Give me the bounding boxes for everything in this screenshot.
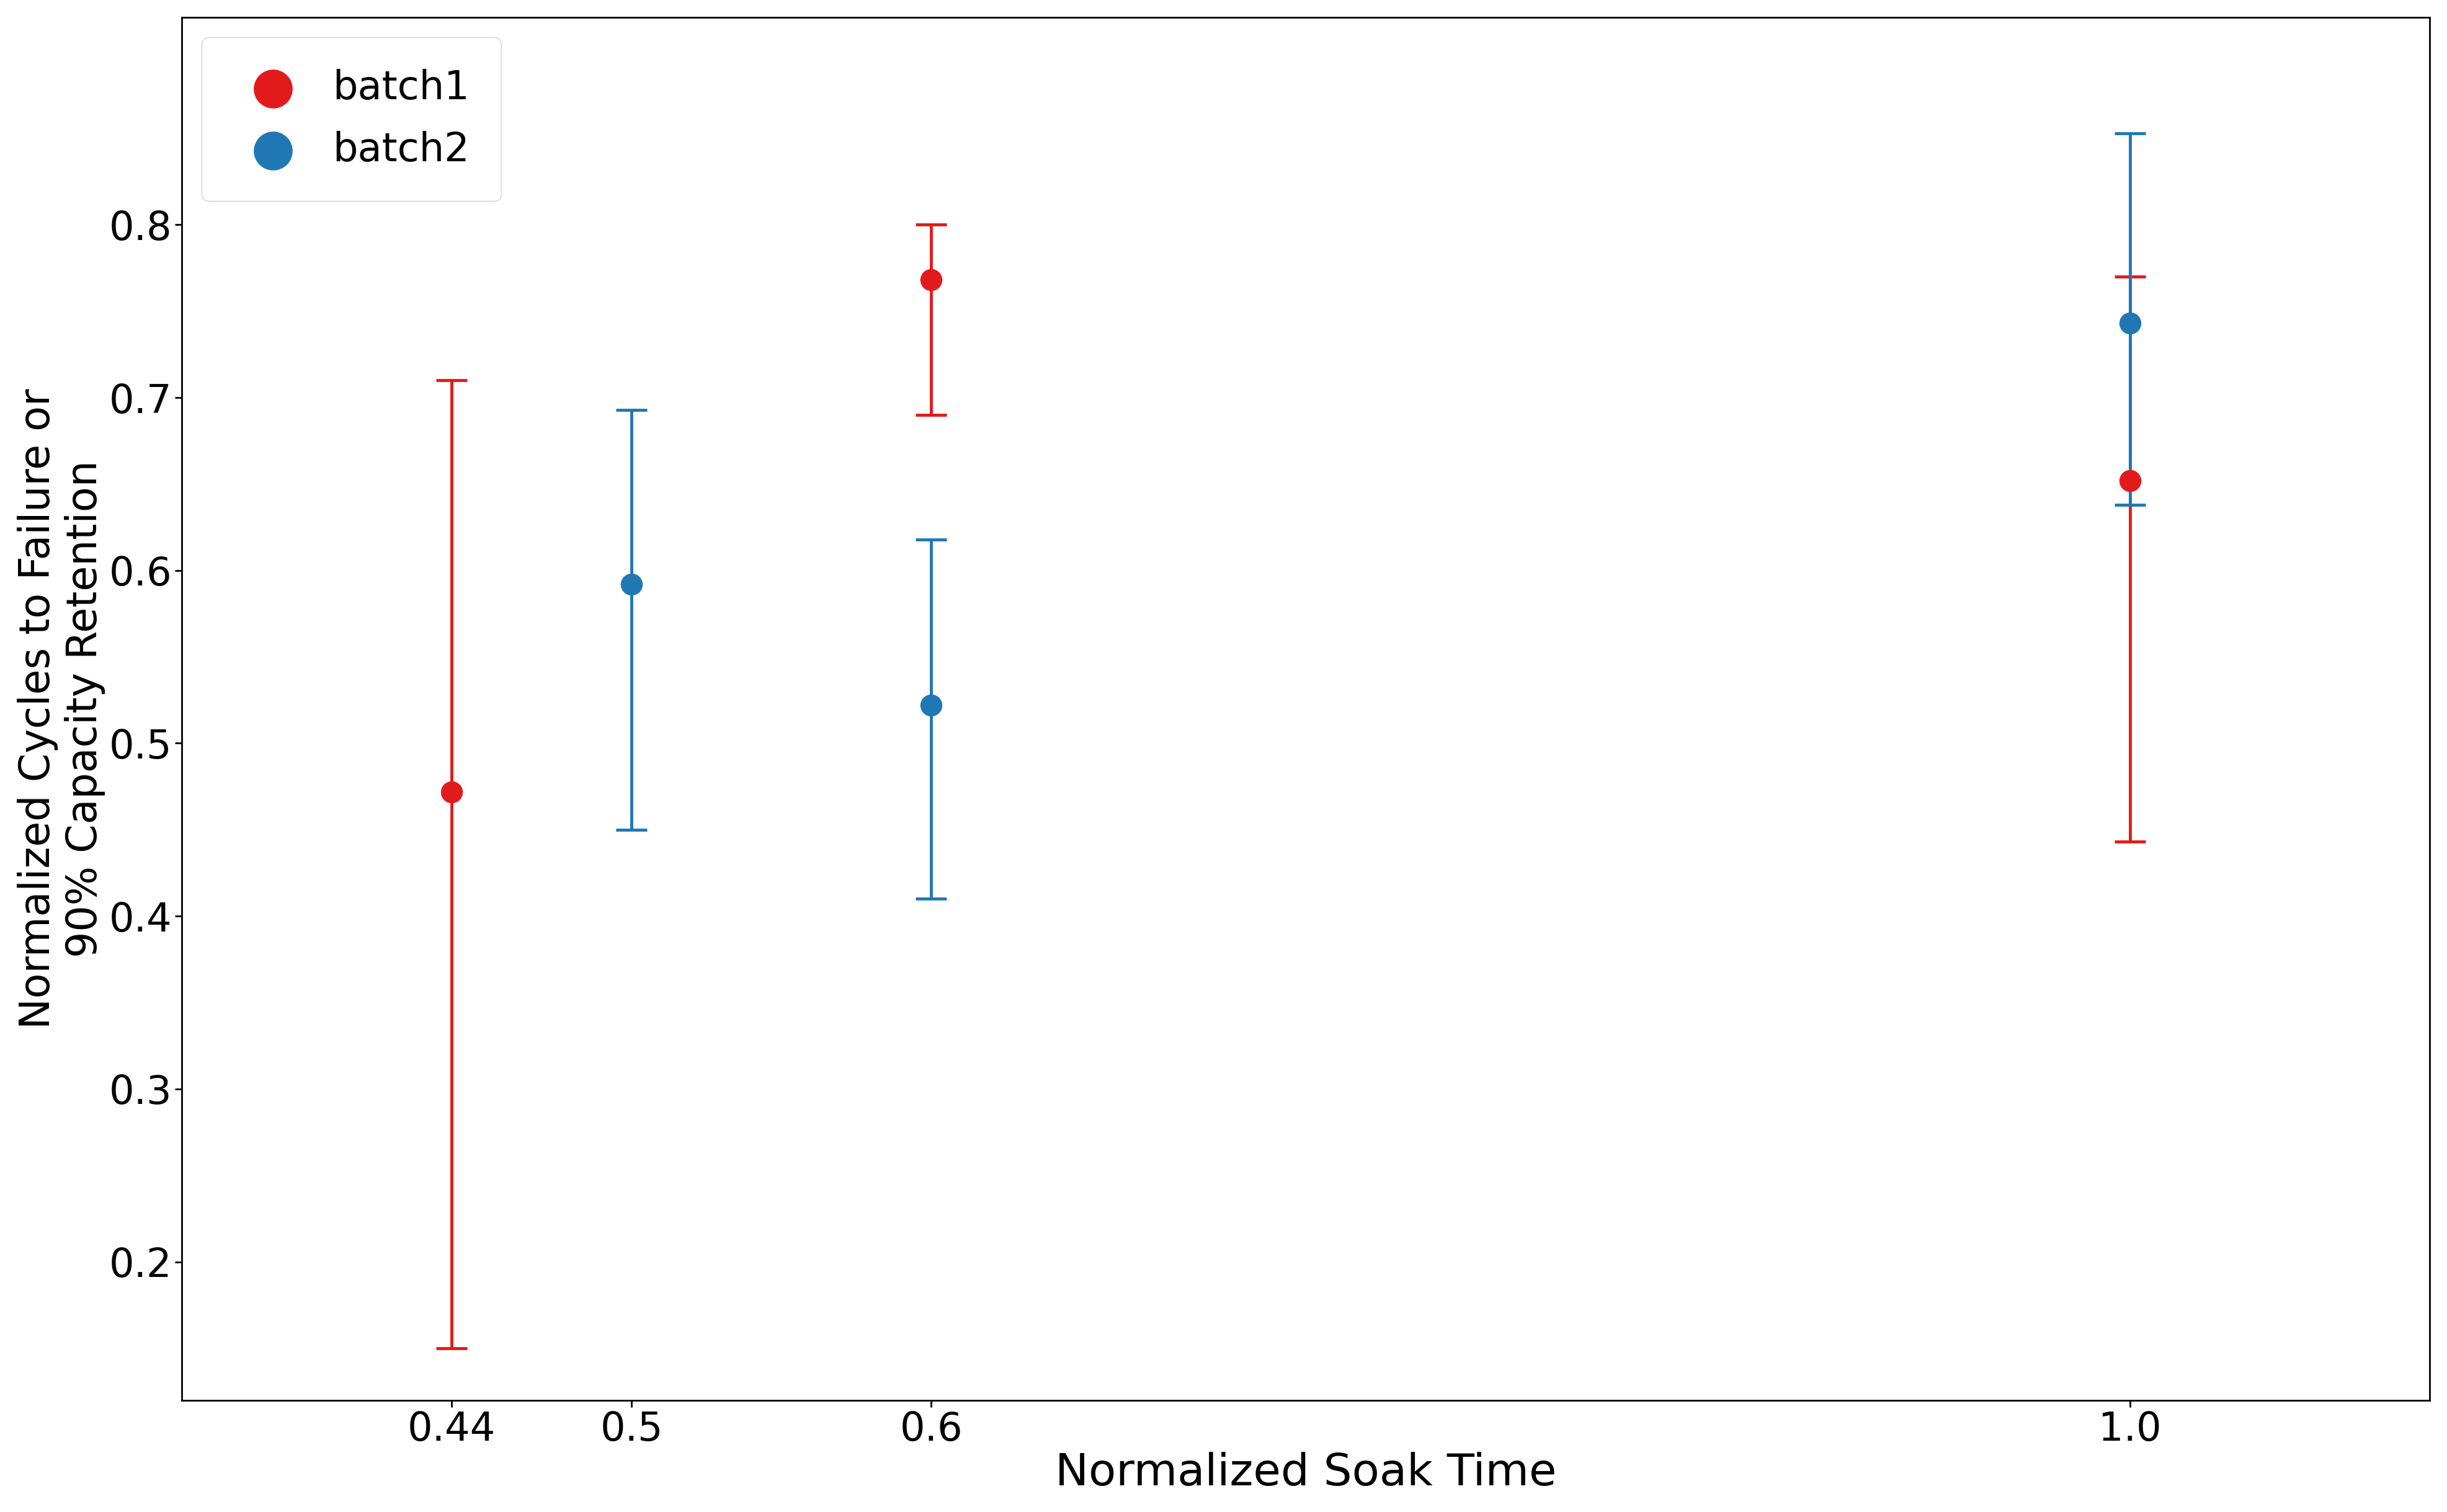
batch1 — [2109, 469, 2148, 493]
Legend: batch1, batch2: batch1, batch2 — [201, 36, 502, 201]
Y-axis label: Normalized Cycles to Failure or
90% Capacity Retention: Normalized Cycles to Failure or 90% Capa… — [17, 389, 105, 1028]
batch2 — [612, 572, 651, 596]
batch2 — [2109, 311, 2148, 336]
X-axis label: Normalized Soak Time: Normalized Soak Time — [1055, 1452, 1556, 1495]
batch2 — [913, 692, 952, 717]
batch1 — [433, 780, 472, 804]
batch1 — [913, 268, 952, 292]
